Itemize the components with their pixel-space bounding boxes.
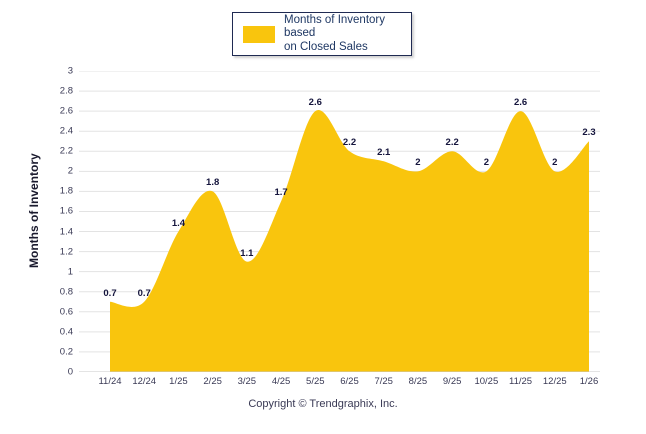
copyright-notice: Copyright © Trendgraphix, Inc. bbox=[248, 398, 398, 410]
x-axis-tick-labels: 11/24 12/24 1/25 2/25 3/25 4/25 5/25 6/25 7/25 8/… bbox=[79, 374, 600, 390]
y-axis-tick-label: 2.8 bbox=[59, 85, 73, 97]
y-axis-tick-label: 0.6 bbox=[59, 306, 73, 318]
x-axis-tick-label: 6/25 bbox=[340, 376, 359, 387]
y-axis-tick-label: 2.2 bbox=[59, 145, 73, 157]
x-axis-tick-label: 2/25 bbox=[203, 376, 222, 387]
y-axis-tick-label: 3 bbox=[67, 65, 73, 77]
area-chart-svg bbox=[79, 71, 600, 372]
y-axis-tick-labels: 3 2.8 2.6 2.4 2.2 2 1.8 1.6 1.4 1.2 1 0.8 0.6 0.4 0.2 0 bbox=[40, 66, 73, 378]
y-axis-tick-label: 1.4 bbox=[59, 226, 73, 238]
legend-series-label: Months of Inventory based on Closed Sale… bbox=[284, 13, 385, 53]
x-axis-tick-label: 11/25 bbox=[509, 376, 533, 387]
x-axis-tick-label: 8/25 bbox=[408, 376, 428, 387]
x-axis-tick-label: 4/25 bbox=[271, 376, 291, 387]
y-axis-tick-label: 1.2 bbox=[59, 246, 73, 258]
x-axis-tick-label: 11/24 bbox=[98, 376, 122, 387]
x-axis-tick-label: 3/25 bbox=[237, 376, 257, 387]
x-axis-tick-label: 10/25 bbox=[474, 376, 499, 387]
x-axis-tick-label: 1/26 bbox=[579, 376, 599, 387]
y-axis-tick-label: 2.4 bbox=[59, 125, 73, 137]
y-axis-tick-label: 0.8 bbox=[59, 286, 73, 298]
x-axis-tick-label: 7/25 bbox=[374, 376, 393, 387]
x-axis-tick-label: 9/25 bbox=[442, 376, 462, 387]
x-axis-tick-label: 1/25 bbox=[169, 376, 188, 387]
y-axis-tick-label: 1 bbox=[67, 266, 73, 278]
y-axis-tick-label: 1.8 bbox=[59, 185, 73, 197]
y-axis-tick-label: 2.6 bbox=[59, 105, 73, 117]
y-axis-title: Months of Inventory bbox=[27, 140, 41, 268]
y-axis-tick-label: 0.2 bbox=[59, 346, 73, 358]
y-axis-tick-label: 0 bbox=[67, 366, 73, 378]
x-axis-tick-label: 12/25 bbox=[542, 376, 567, 387]
plot-area bbox=[79, 71, 600, 372]
chart-legend: Months of Inventory based on Closed Sale… bbox=[232, 12, 412, 56]
y-axis-tick-label: 2 bbox=[67, 165, 73, 177]
y-axis-tick-label: 1.6 bbox=[59, 205, 73, 217]
legend-color-swatch bbox=[243, 25, 275, 43]
x-axis-tick-label: 12/24 bbox=[132, 376, 157, 387]
y-axis-tick-label: 0.4 bbox=[59, 326, 73, 338]
x-axis-tick-label: 5/25 bbox=[306, 376, 325, 387]
series-area-months-of-inventory bbox=[110, 109, 589, 372]
y-axis-title-text: Months of Inventory bbox=[27, 153, 41, 268]
